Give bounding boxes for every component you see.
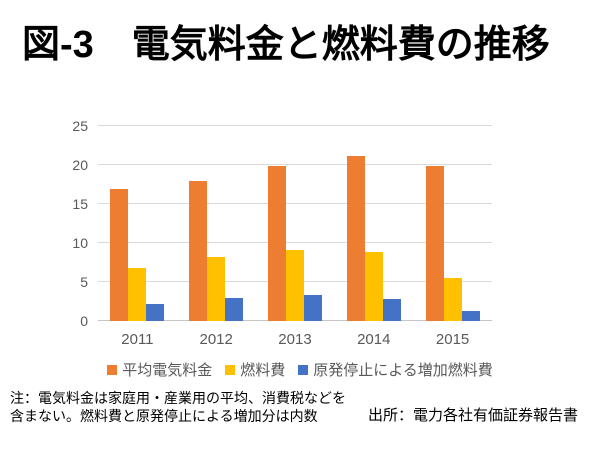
chart-title: 図-3 電気料金と燃料費の推移: [22, 24, 550, 66]
gridline-10: [98, 242, 492, 243]
legend-swatch-fuel-cost: [225, 364, 236, 375]
bar-fuel-cost-2012: [207, 257, 226, 321]
legend-label-nuclear-shutdown-added-fuel: 原発停止による増加燃料費: [313, 362, 493, 379]
legend-swatch-electricity-rate: [107, 364, 118, 375]
bar-electricity-rate-2011: [110, 189, 129, 321]
bar-group-2011: [98, 126, 177, 321]
y-tick-label-15: 15: [72, 196, 88, 212]
legend-label-fuel-cost: 燃料費: [240, 362, 286, 379]
bar-electricity-rate-2014: [346, 155, 365, 321]
bar-group-2015: [413, 126, 492, 321]
bar-fuel-cost-2014: [364, 252, 383, 321]
bar-group-2013: [256, 126, 335, 321]
y-tick-label-5: 5: [80, 274, 88, 290]
legend-item-nuclear-shutdown-added-fuel: 原発停止による増加燃料費: [298, 359, 493, 380]
source-caption: 出所：電力各社有価証券報告書: [368, 407, 579, 424]
legend-item-fuel-cost: 燃料費: [225, 359, 285, 380]
x-tick-label-2011: 2011: [121, 331, 154, 348]
y-tick-label-25: 25: [72, 118, 88, 134]
bar-nuclear-shutdown-added-fuel-2011: [146, 303, 165, 321]
y-tick-label-20: 20: [72, 157, 88, 173]
x-tick-label-2013: 2013: [278, 331, 312, 348]
gridline-25: [98, 125, 492, 126]
bar-nuclear-shutdown-added-fuel-2013: [303, 295, 322, 321]
bar-nuclear-shutdown-added-fuel-2012: [225, 297, 244, 321]
bar-nuclear-shutdown-added-fuel-2014: [382, 299, 401, 321]
bar-fuel-cost-2013: [285, 250, 304, 321]
bar-electricity-rate-2012: [189, 180, 208, 321]
y-tick-label-10: 10: [72, 235, 88, 251]
footnote: 注：電気料金は家庭用・産業用の平均、消費税などを 含まない。燃料費と原発停止によ…: [10, 390, 346, 424]
plot-area: 0 5 10 15 20 25: [72, 118, 492, 329]
gridline-20: [98, 164, 492, 165]
y-tick-label-0: 0: [80, 313, 88, 329]
gridline-15: [98, 203, 492, 204]
bar-electricity-rate-2013: [267, 165, 286, 321]
legend-label-electricity-rate: 平均電気料金: [122, 362, 213, 379]
bar-electricity-rate-2015: [425, 165, 444, 321]
bar-groups: [98, 126, 492, 321]
bar-fuel-cost-2015: [443, 278, 462, 321]
x-axis-labels: 2011 2012 2013 2014 2015: [98, 331, 492, 348]
bar-group-2012: [177, 126, 256, 321]
x-tick-label-2015: 2015: [435, 331, 470, 348]
x-tick-label-2012: 2012: [199, 331, 233, 348]
legend: 平均電気料金 燃料費 原発停止による増加燃料費: [60, 359, 540, 380]
bar-fuel-cost-2011: [128, 267, 147, 321]
bar-group-2014: [334, 126, 413, 321]
legend-swatch-nuclear-shutdown-added-fuel: [298, 364, 309, 375]
bar-nuclear-shutdown-added-fuel-2015: [461, 310, 480, 321]
x-tick-label-2014: 2014: [357, 331, 391, 348]
legend-item-electricity-rate: 平均電気料金: [107, 359, 212, 380]
